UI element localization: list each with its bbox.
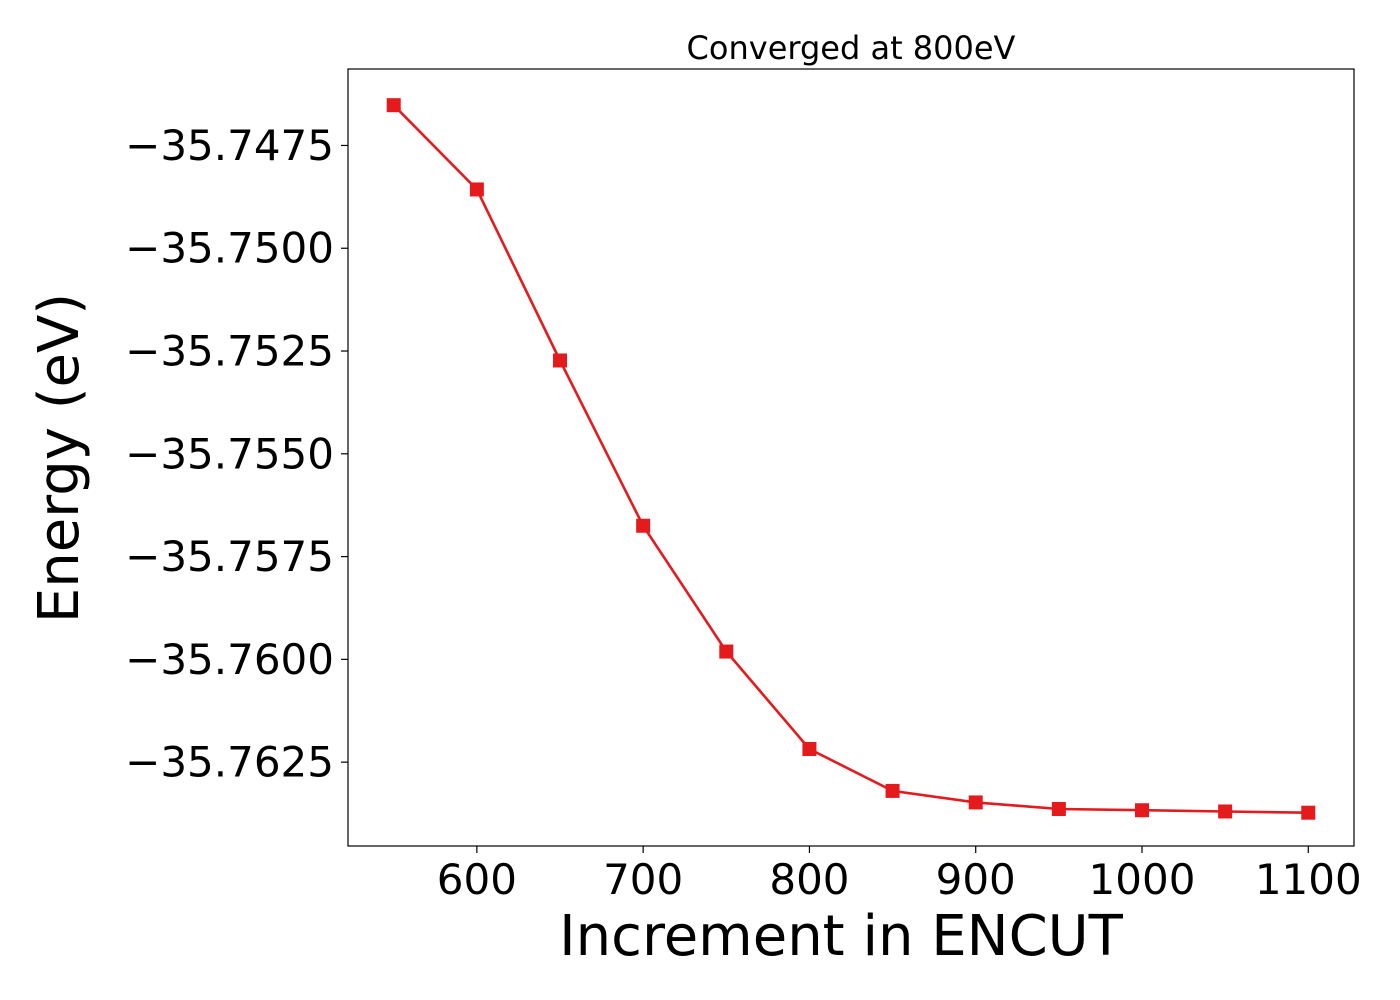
x-tick-label: 1000 (1089, 855, 1196, 904)
y-tick-label: −35.7475 (125, 121, 334, 170)
y-axis-title: Energy (eV) (27, 293, 92, 623)
x-axis-title: Increment in ENCUT (559, 904, 1124, 969)
data-point-marker (885, 783, 900, 798)
x-tick-label: 1100 (1255, 855, 1362, 904)
series-line (392, 104, 1309, 814)
x-tick-label: 800 (769, 855, 849, 904)
x-tick-label: 700 (603, 855, 683, 904)
x-tick-label: 600 (437, 855, 517, 904)
y-tick-label: −35.7525 (125, 327, 334, 376)
data-point-marker (802, 741, 817, 756)
data-point-marker (968, 795, 983, 810)
y-tick-label: −35.7550 (125, 429, 334, 478)
chart-title: Converged at 800eV (687, 29, 1016, 67)
y-axis-ticks: −35.7475 −35.7500 −35.7525 −35.7550 −35.7575… (125, 121, 348, 787)
data-point-marker (1218, 804, 1233, 819)
y-tick-label: −35.7575 (125, 532, 334, 581)
x-axis-ticks: 600 700 800 900 1000 1100 (437, 846, 1362, 904)
plot-area-frame (347, 68, 1355, 847)
data-point-marker (553, 353, 568, 368)
data-point-marker (719, 644, 734, 659)
y-tick-label: −35.7625 (125, 738, 334, 787)
y-tick-label: −35.7500 (125, 224, 334, 273)
data-point-marker (1134, 803, 1149, 818)
data-point-marker (636, 518, 651, 533)
data-point-marker (469, 182, 484, 197)
data-point-marker (1051, 802, 1066, 816)
y-tick-label: −35.7600 (125, 635, 334, 684)
data-point-marker (1301, 805, 1316, 820)
x-tick-label: 900 (936, 855, 1016, 904)
series-layer (386, 98, 1316, 820)
data-point-marker (386, 98, 401, 113)
